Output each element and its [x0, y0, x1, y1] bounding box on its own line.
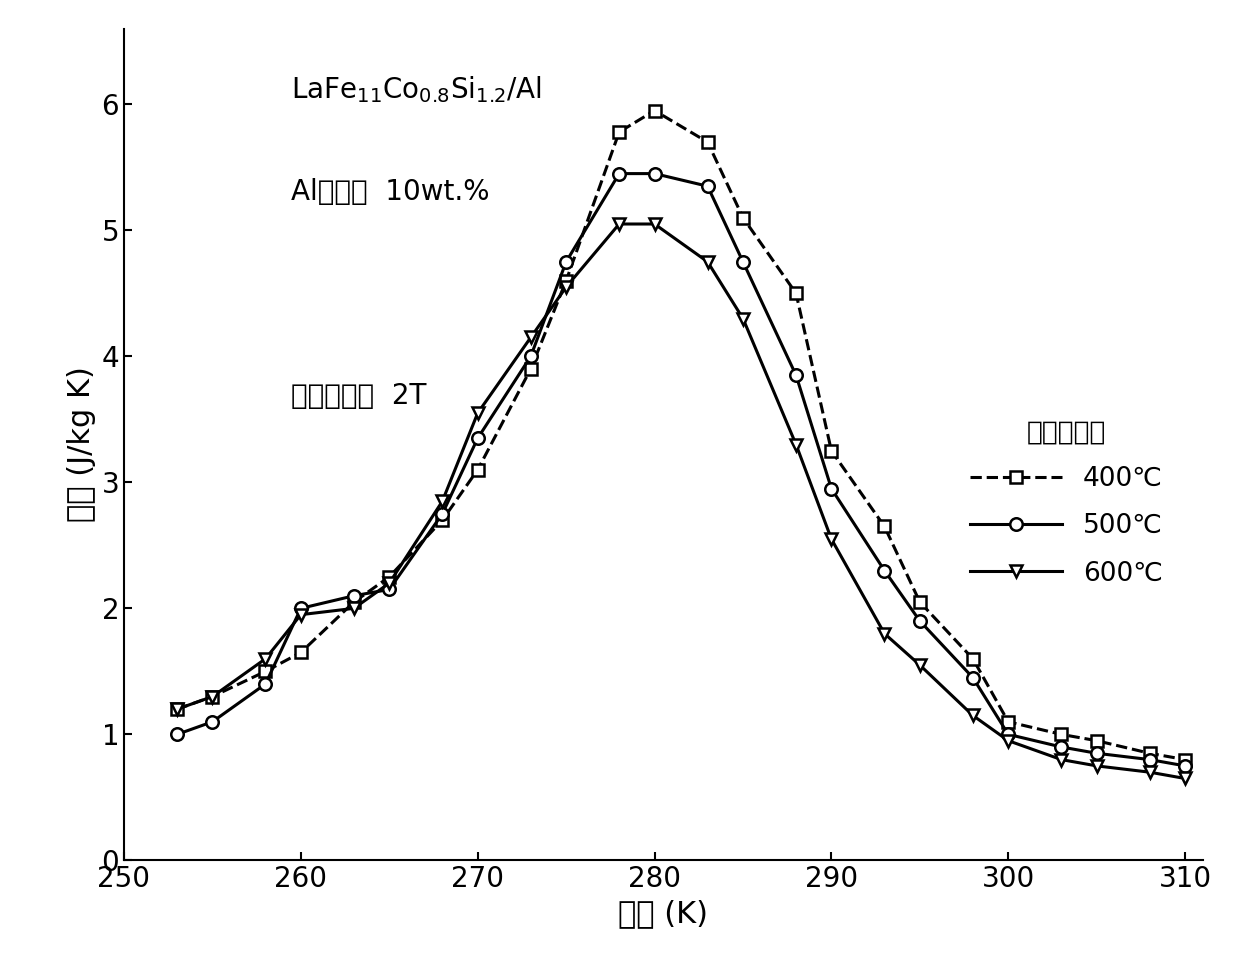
Text: LaFe$_{11}$Co$_{0.8}$Si$_{1.2}$/Al: LaFe$_{11}$Co$_{0.8}$Si$_{1.2}$/Al [291, 75, 542, 105]
Text: 磁场变化：  2T: 磁场变化： 2T [291, 382, 427, 410]
X-axis label: 温度 (K): 温度 (K) [619, 899, 708, 928]
Text: Al含量：  10wt.%: Al含量： 10wt.% [291, 179, 490, 206]
Y-axis label: 熵变 (J/kg K): 熵变 (J/kg K) [67, 366, 95, 523]
Legend: 400℃, 500℃, 600℃: 400℃, 500℃, 600℃ [959, 408, 1173, 597]
